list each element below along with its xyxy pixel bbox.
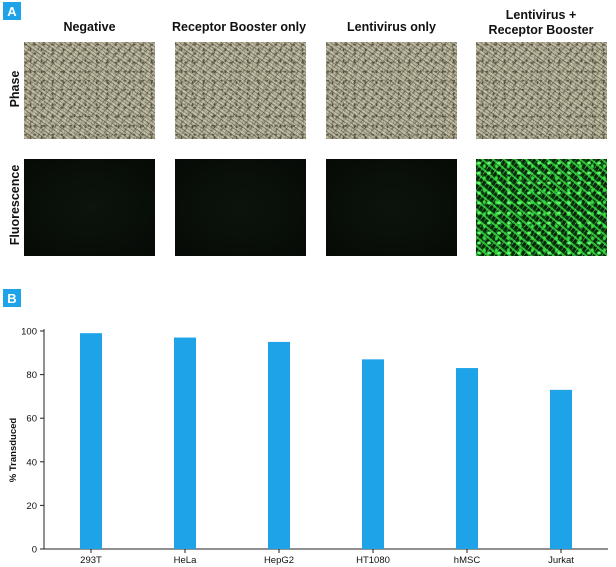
bar-hepg2 [268, 341, 290, 549]
y-tick-label: 20 [26, 501, 37, 512]
phase-image-lentivirus [326, 42, 457, 139]
y-tick-label: 100 [21, 327, 37, 338]
bar-ht1080 [362, 359, 384, 549]
y-axis-label: % Transduced [8, 418, 19, 483]
column-header-receptor-booster: Receptor Booster only [171, 20, 307, 34]
column-header-lentivirus-plus-booster: Lentivirus + Receptor Booster [488, 8, 594, 37]
phase-image-lentivirus-plus-booster [476, 42, 607, 139]
y-tick-label: 80 [26, 370, 37, 381]
y-tick-label: 40 [26, 457, 37, 468]
column-header-lentivirus: Lentivirus only [347, 20, 436, 34]
fluorescence-image-lentivirus-plus-booster [476, 159, 607, 256]
phase-image-negative [24, 42, 155, 139]
x-tick-label-hepg2: HepG2 [264, 555, 294, 566]
bar-jurkat [550, 389, 572, 549]
y-tick-label: 60 [26, 414, 37, 425]
panel-a-badge: A [3, 2, 21, 20]
fluorescence-image-negative [24, 159, 155, 256]
x-tick-label-hmsc: hMSC [454, 555, 481, 566]
x-tick-label-293t: 293T [80, 555, 102, 566]
panel-b-badge: B [3, 289, 21, 307]
fluorescence-image-receptor-booster [175, 159, 306, 256]
bar-hela [174, 337, 196, 549]
column-header-negative: Negative [63, 20, 116, 34]
x-tick-label-hela: HeLa [174, 555, 197, 566]
y-tick-label: 0 [32, 545, 37, 556]
bar-hmsc [456, 368, 478, 549]
phase-image-receptor-booster [175, 42, 306, 139]
bar-293t [80, 333, 102, 549]
fluorescence-image-lentivirus [326, 159, 457, 256]
x-tick-label-ht1080: HT1080 [356, 555, 390, 566]
x-tick-label-jurkat: Jurkat [548, 555, 574, 566]
